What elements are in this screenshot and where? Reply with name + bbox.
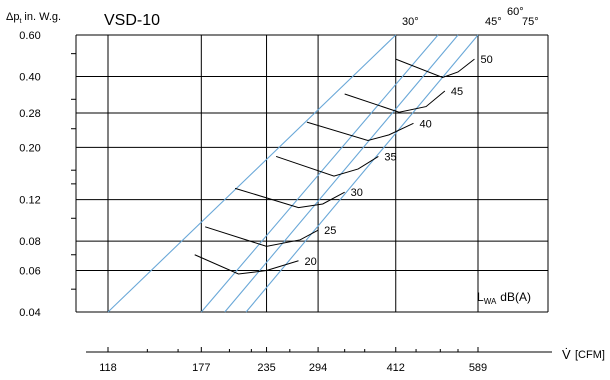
y-tick-label: 0.60	[19, 30, 40, 42]
chart-title: VSD-10	[104, 12, 160, 29]
noise-curves: 20 25 30 35 40 45 50	[194, 54, 493, 275]
y-tick-label: 0.20	[19, 142, 40, 154]
legend-sub: WA	[484, 297, 497, 306]
x-tick-label: 235	[257, 362, 275, 374]
noise-curve	[194, 254, 299, 275]
x-axis: 118 177 235 294 412 589	[86, 347, 552, 374]
noise-curve	[275, 155, 379, 177]
y-tick-labels: 0.60 0.40 0.28 0.20 0.12 0.08 0.06 0.04	[19, 30, 40, 319]
angle-label: 30°	[402, 16, 419, 28]
noise-curve	[205, 226, 319, 247]
x-tick-label: 118	[99, 362, 117, 374]
y-tick-label: 0.08	[19, 236, 40, 248]
curve-label: 45	[451, 86, 463, 98]
angle-line	[200, 34, 439, 313]
y-tick-label: 0.40	[19, 71, 40, 83]
angle-lines: 30° 45° 60°75°	[107, 6, 539, 313]
angle-line	[245, 34, 479, 313]
y-axis-label-unit: in. W.g.	[24, 11, 61, 23]
angle-line	[107, 34, 397, 313]
angle-label: 45°	[485, 16, 502, 28]
noise-curve	[395, 58, 475, 79]
y-tick-label: 0.04	[19, 307, 40, 319]
y-tick-label: 0.06	[19, 266, 40, 278]
legend-main: L	[477, 290, 484, 304]
x-tick-label: 177	[192, 362, 210, 374]
x-tick-label: 412	[387, 362, 405, 374]
noise-curve	[344, 90, 446, 113]
noise-curve	[234, 187, 345, 209]
curve-label: 30	[351, 187, 363, 199]
y-axis-label: Δpt in. W.g.	[6, 11, 61, 25]
x-axis-unit: [CFM]	[575, 349, 605, 361]
angle-label: 75°	[522, 16, 539, 28]
x-tick-label: 589	[469, 362, 487, 374]
curve-label: 35	[384, 151, 396, 163]
grid	[71, 34, 549, 313]
curve-label: 50	[480, 54, 492, 66]
curve-label: 40	[419, 118, 431, 130]
y-axis-label-sub: t	[19, 18, 21, 25]
y-tick-label: 0.28	[19, 108, 40, 120]
legend-unit: dB(A)	[500, 290, 531, 304]
x-tick-label: 294	[309, 362, 327, 374]
x-axis-symbol: V̇	[562, 347, 571, 362]
y-tick-label: 0.12	[19, 195, 40, 207]
angle-label: 60°	[507, 6, 524, 18]
legend: LWA dB(A)	[477, 290, 531, 306]
y-axis-label-main: Δp	[6, 11, 19, 23]
curve-label: 25	[324, 225, 336, 237]
curve-label: 20	[304, 256, 316, 268]
noise-curve	[306, 121, 414, 141]
